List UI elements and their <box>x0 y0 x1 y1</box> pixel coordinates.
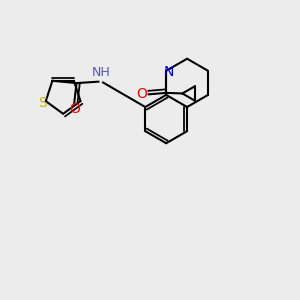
Text: NH: NH <box>91 66 110 79</box>
Text: O: O <box>69 102 80 116</box>
Text: S: S <box>38 96 47 110</box>
Text: N: N <box>164 65 174 79</box>
Text: O: O <box>136 87 148 101</box>
